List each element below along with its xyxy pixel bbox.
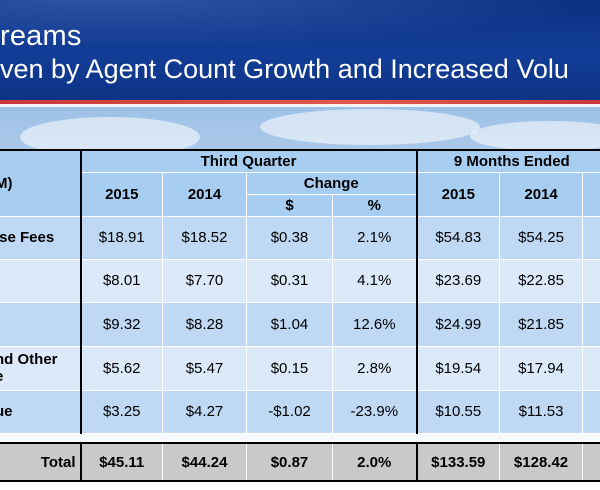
cell-truncated: [582, 258, 600, 303]
cell-q2014: $5.47: [162, 345, 247, 391]
table-row: $9.32 $8.28 $1.04 12.6% $24.99 $21.85: [0, 301, 600, 347]
cell-q2015: $5.62: [79, 345, 163, 391]
cell-q2014: $7.70: [162, 258, 247, 303]
total-m2015: $133.59: [415, 442, 501, 482]
cell-q2015: $18.91: [79, 215, 163, 260]
change-header: Change: [245, 171, 418, 195]
cell-m2015: $10.55: [415, 389, 501, 434]
cell-percent: 4.1%: [331, 258, 418, 303]
row-label: ue: [0, 389, 81, 434]
year-header-q2014: 2014: [162, 171, 247, 217]
row-label: ise Fees: [0, 215, 81, 260]
cell-percent: 2.1%: [331, 215, 418, 260]
cell-change: $0.15: [246, 345, 333, 391]
total-row: Total $45.11 $44.24 $0.87 2.0% $133.59 $…: [0, 442, 600, 482]
title-banner: reams ven by Agent Count Growth and Incr…: [0, 0, 600, 100]
cell-q2014: $8.28: [162, 301, 247, 347]
cell-m2014: $17.94: [499, 345, 584, 391]
cell-truncated: [582, 389, 600, 434]
table-row: ise Fees $18.91 $18.52 $0.38 2.1% $54.83…: [0, 215, 600, 260]
cell-change: -$1.02: [246, 389, 333, 434]
nine-months-header: 9 Months Ended: [415, 149, 600, 173]
red-accent-stripe: [0, 100, 600, 104]
change-dollar-header: $: [246, 193, 333, 217]
cell-m2015: $54.83: [415, 215, 501, 260]
cloud-decoration: [260, 109, 480, 145]
header-row-years: 2015 2014 Change 2015 2014: [0, 171, 600, 217]
cell-percent: 2.8%: [331, 345, 418, 391]
slide-title-line2: ven by Agent Count Growth and Increased …: [0, 54, 569, 84]
total-change: $0.87: [246, 442, 333, 482]
revenue-table: M) Third Quarter 9 Months Ended 2015 201…: [0, 149, 600, 482]
year-header-m2014: 2014: [499, 171, 584, 217]
cell-q2015: $8.01: [79, 258, 163, 303]
spacer-row: [0, 433, 600, 443]
unit-label-cell: M): [0, 149, 81, 217]
row-label: [0, 258, 81, 303]
total-m2014: $128.42: [499, 442, 584, 482]
white-accent-stripe: [0, 104, 600, 107]
header-row-change-sub: $ %: [0, 193, 600, 217]
cloud-decoration: [470, 121, 600, 151]
slide-title-line1: reams: [0, 20, 82, 52]
cell-percent: 12.6%: [331, 301, 418, 347]
cell-change: $1.04: [246, 301, 333, 347]
unit-label: M): [0, 174, 13, 192]
cell-q2014: $4.27: [162, 389, 247, 434]
row-label-line2: e: [0, 368, 80, 385]
header-row-groups: M) Third Quarter 9 Months Ended: [0, 149, 600, 217]
table-row: $8.01 $7.70 $0.31 4.1% $23.69 $22.85: [0, 258, 600, 303]
total-percent: 2.0%: [331, 442, 418, 482]
truncated-header-cell: [582, 171, 600, 217]
row-label: nd Other e: [0, 345, 81, 391]
cell-truncated: [582, 345, 600, 391]
row-label: [0, 301, 81, 347]
change-percent-header: %: [331, 193, 418, 217]
cell-percent: -23.9%: [331, 389, 418, 434]
total-label: Total: [0, 442, 81, 482]
cell-truncated: [582, 301, 600, 347]
cell-m2015: $23.69: [415, 258, 501, 303]
cell-q2014: $18.52: [162, 215, 247, 260]
table-row: nd Other e $5.62 $5.47 $0.15 2.8% $19.54…: [0, 345, 600, 391]
year-header-q2015: 2015: [79, 171, 163, 217]
table-row: ue $3.25 $4.27 -$1.02 -23.9% $10.55 $11.…: [0, 389, 600, 434]
cell-q2015: $9.32: [79, 301, 163, 347]
third-quarter-header: Third Quarter: [79, 149, 418, 173]
cell-m2014: $11.53: [499, 389, 584, 434]
cell-m2015: $19.54: [415, 345, 501, 391]
cell-m2014: $21.85: [499, 301, 584, 347]
row-label-line1: nd Other: [0, 351, 58, 368]
cell-change: $0.31: [246, 258, 333, 303]
cell-m2014: $54.25: [499, 215, 584, 260]
total-q2014: $44.24: [162, 442, 247, 482]
spacer-cell: [0, 433, 600, 443]
cell-truncated: [582, 215, 600, 260]
banner-glow: [0, 0, 600, 50]
cell-q2015: $3.25: [79, 389, 163, 434]
year-header-m2015: 2015: [415, 171, 501, 217]
cell-m2014: $22.85: [499, 258, 584, 303]
total-truncated: [582, 442, 600, 482]
cell-change: $0.38: [246, 215, 333, 260]
cell-m2015: $24.99: [415, 301, 501, 347]
total-q2015: $45.11: [79, 442, 163, 482]
